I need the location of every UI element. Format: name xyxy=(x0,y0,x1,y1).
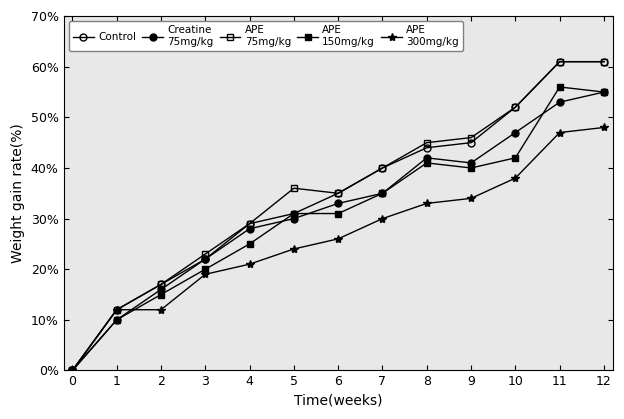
Control xyxy=(290,211,298,216)
APE
300mg/kg xyxy=(467,196,475,201)
APE
75mg/kg xyxy=(556,59,563,64)
Creatine
75mg/kg xyxy=(467,160,475,166)
Creatine
75mg/kg xyxy=(69,368,76,373)
Control xyxy=(69,368,76,373)
Creatine
75mg/kg xyxy=(556,100,563,105)
APE
75mg/kg xyxy=(202,251,209,256)
APE
300mg/kg xyxy=(202,272,209,277)
Control xyxy=(512,105,519,110)
Control xyxy=(202,256,209,261)
APE
150mg/kg xyxy=(290,211,298,216)
Creatine
75mg/kg xyxy=(423,155,431,160)
Control xyxy=(246,221,253,226)
APE
300mg/kg xyxy=(113,307,120,312)
APE
150mg/kg xyxy=(556,85,563,90)
APE
150mg/kg xyxy=(512,155,519,160)
APE
75mg/kg xyxy=(69,368,76,373)
APE
300mg/kg xyxy=(290,246,298,251)
Line: APE
300mg/kg: APE 300mg/kg xyxy=(68,123,608,375)
Creatine
75mg/kg xyxy=(379,191,386,196)
APE
300mg/kg xyxy=(600,125,608,130)
Creatine
75mg/kg xyxy=(202,256,209,261)
Legend: Control, Creatine
75mg/kg, APE
75mg/kg, APE
150mg/kg, APE
300mg/kg: Control, Creatine 75mg/kg, APE 75mg/kg, … xyxy=(69,21,463,51)
X-axis label: Time(weeks): Time(weeks) xyxy=(294,394,383,408)
APE
300mg/kg xyxy=(246,261,253,266)
Creatine
75mg/kg xyxy=(246,226,253,231)
APE
300mg/kg xyxy=(512,176,519,181)
APE
150mg/kg xyxy=(423,160,431,166)
Creatine
75mg/kg xyxy=(290,216,298,221)
APE
300mg/kg xyxy=(379,216,386,221)
Control xyxy=(379,166,386,171)
APE
300mg/kg xyxy=(423,201,431,206)
APE
75mg/kg xyxy=(423,140,431,145)
Creatine
75mg/kg xyxy=(113,317,120,322)
APE
150mg/kg xyxy=(157,292,165,297)
Control xyxy=(113,307,120,312)
Creatine
75mg/kg xyxy=(157,287,165,292)
APE
300mg/kg xyxy=(334,236,342,241)
APE
150mg/kg xyxy=(69,368,76,373)
Control xyxy=(423,145,431,150)
APE
150mg/kg xyxy=(202,267,209,272)
APE
75mg/kg xyxy=(113,307,120,312)
Creatine
75mg/kg xyxy=(600,90,608,95)
APE
75mg/kg xyxy=(379,166,386,171)
APE
75mg/kg xyxy=(467,135,475,140)
APE
75mg/kg xyxy=(246,221,253,226)
Control xyxy=(157,282,165,287)
APE
75mg/kg xyxy=(600,59,608,64)
APE
150mg/kg xyxy=(379,191,386,196)
APE
150mg/kg xyxy=(600,90,608,95)
Control xyxy=(334,191,342,196)
APE
150mg/kg xyxy=(334,211,342,216)
Creatine
75mg/kg xyxy=(334,201,342,206)
APE
75mg/kg xyxy=(334,191,342,196)
APE
75mg/kg xyxy=(157,282,165,287)
Line: Creatine
75mg/kg: Creatine 75mg/kg xyxy=(69,88,607,374)
APE
300mg/kg xyxy=(556,130,563,135)
APE
75mg/kg xyxy=(290,186,298,191)
APE
300mg/kg xyxy=(157,307,165,312)
APE
150mg/kg xyxy=(467,166,475,171)
APE
300mg/kg xyxy=(69,368,76,373)
Line: APE
150mg/kg: APE 150mg/kg xyxy=(69,83,607,374)
Control xyxy=(556,59,563,64)
APE
75mg/kg xyxy=(512,105,519,110)
Line: Control: Control xyxy=(69,58,607,374)
APE
150mg/kg xyxy=(113,317,120,322)
Control xyxy=(600,59,608,64)
Line: APE
75mg/kg: APE 75mg/kg xyxy=(69,58,607,374)
Y-axis label: Weight gain rate(%): Weight gain rate(%) xyxy=(11,124,25,263)
Creatine
75mg/kg xyxy=(512,130,519,135)
APE
150mg/kg xyxy=(246,241,253,246)
Control xyxy=(467,140,475,145)
